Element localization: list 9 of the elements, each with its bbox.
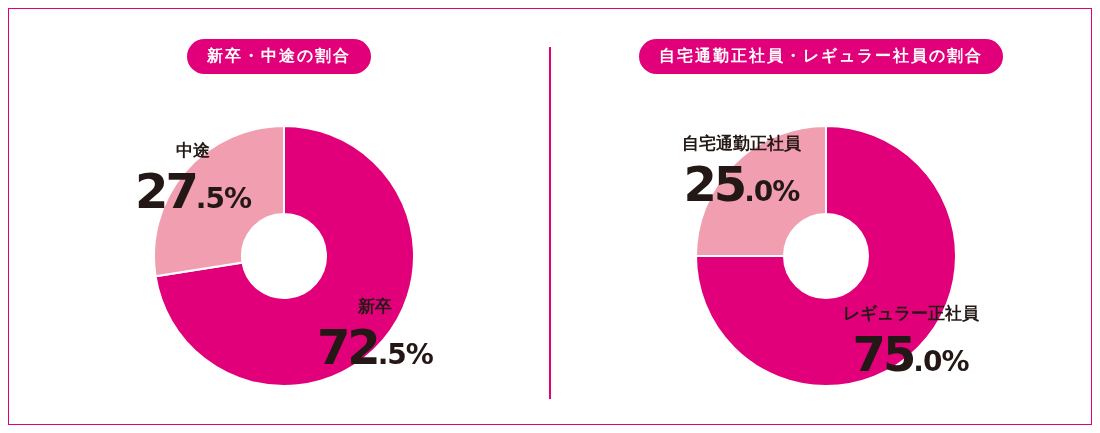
slice-label: 中途 (176, 140, 211, 161)
slice-label: 自宅通勤正社員 (681, 133, 802, 154)
data-label: 27.5% (135, 163, 252, 220)
data-label: 75.0% (852, 325, 970, 382)
data-label: 25.0% (683, 156, 801, 213)
slice-label: 新卒 (356, 295, 392, 316)
data-label: 72.5% (316, 318, 434, 375)
chart-title: 自宅通勤正社員・レギュラー社員の割合 (639, 39, 1003, 74)
chart-title: 新卒・中途の割合 (187, 39, 371, 74)
